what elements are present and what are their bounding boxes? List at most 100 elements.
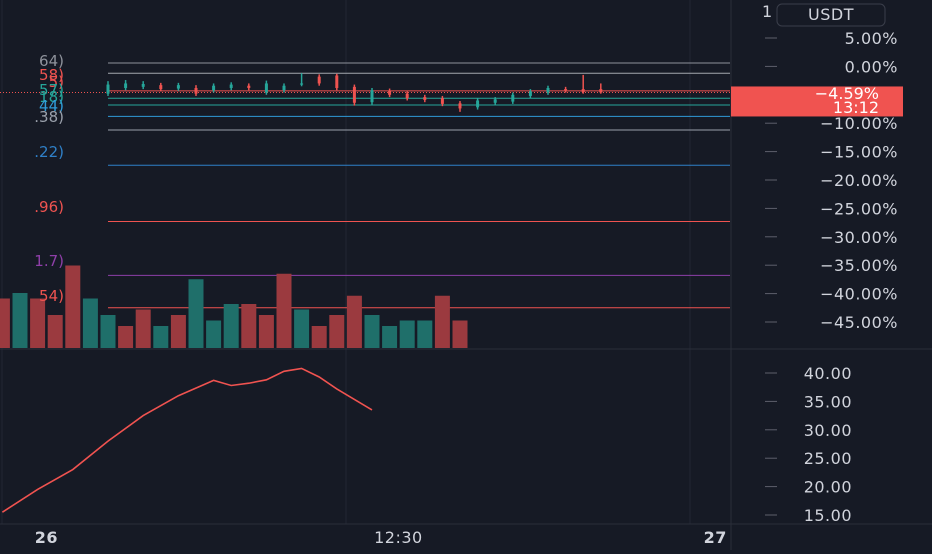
indicator-label: 5) [49, 73, 64, 91]
candle [405, 91, 409, 101]
candle [194, 85, 198, 96]
price-tick-label: −10.00% [820, 114, 898, 133]
candle [141, 81, 145, 90]
candle-body [317, 76, 321, 84]
candle-body [212, 85, 216, 91]
candle-body [458, 103, 462, 109]
candle-body [335, 75, 339, 88]
level-lines [0, 62, 730, 309]
price-axis[interactable]: 5.00% 0.00% −10.00% −15.00% −20.00% −25.00% −3… [765, 29, 898, 525]
indicator-label: .22) [34, 143, 64, 161]
price-tick-label: −15.00% [820, 143, 898, 162]
candle [300, 73, 304, 87]
volume-bar [206, 320, 222, 348]
price-badge: −4.59% 13:12 [731, 84, 903, 117]
candle-body [493, 99, 497, 103]
candle-body [300, 83, 304, 85]
price-tick-label: −20.00% [820, 171, 898, 190]
price-tick-label: −40.00% [820, 285, 898, 304]
candle-body [124, 83, 128, 88]
candle-body [247, 85, 251, 88]
time-axis[interactable]: 26 12:30 27 [35, 528, 727, 547]
candle [247, 83, 251, 91]
candle [423, 94, 427, 103]
candle-body [352, 86, 356, 103]
indicator-tick-label: 20.00 [804, 478, 852, 497]
indicator-label: .38) [34, 108, 64, 126]
candle-body [423, 97, 427, 100]
indicator-label: 18) [39, 88, 64, 106]
currency-button[interactable]: USDT [776, 3, 886, 27]
volume-bar [118, 326, 134, 348]
volume-bar [276, 273, 292, 348]
price-tick-label: −35.00% [820, 256, 898, 275]
candle [370, 87, 374, 105]
candle-body [388, 90, 392, 95]
indicator-tick-label: 35.00 [804, 392, 852, 411]
volume-bar [100, 315, 116, 348]
candle-body [546, 87, 550, 93]
volume-bar [452, 320, 468, 348]
indicator-label: 57) [39, 81, 64, 99]
indicator-label: 54) [39, 287, 64, 305]
candle [229, 82, 233, 91]
volume-bar [223, 304, 239, 348]
candle-body [599, 89, 603, 93]
candle-body [511, 94, 515, 102]
volume-bar [135, 309, 151, 348]
volume-bar [294, 309, 310, 348]
candle [317, 74, 321, 86]
axis-cut-label: 1 [762, 2, 773, 21]
indicator-tick-label: 25.00 [804, 449, 852, 468]
volume-bar [382, 326, 398, 348]
candle [335, 73, 339, 91]
candle [528, 89, 532, 99]
volume-bars [0, 265, 468, 348]
indicator-label: 44) [39, 97, 64, 115]
candle [476, 98, 480, 110]
candle-body [264, 83, 268, 93]
volume-bar [65, 265, 81, 348]
volume-bar [311, 326, 327, 348]
candle-body [229, 84, 233, 88]
indicator-polyline [1, 367, 373, 513]
volume-bar [82, 298, 98, 348]
price-tick-label: 5.00% [845, 29, 898, 48]
price-badge-timer: 13:12 [833, 98, 879, 117]
candle [159, 82, 163, 92]
candle [546, 85, 550, 95]
price-tick-label: −25.00% [820, 199, 898, 218]
currency-button-label: USDT [808, 5, 854, 24]
candle [564, 86, 568, 93]
volume-bar [346, 295, 362, 348]
candle [599, 83, 603, 94]
candle-body [528, 91, 532, 96]
candle [282, 83, 286, 93]
volume-bar [399, 320, 415, 348]
volume-bar [329, 315, 345, 348]
volume-bar [258, 315, 274, 348]
indicator-label: 1.7) [34, 252, 64, 270]
candle [176, 82, 180, 91]
indicator-label: 64) [39, 52, 64, 70]
candle [458, 101, 462, 112]
price-badge-value: −4.59% [815, 84, 879, 103]
volume-bar [12, 293, 28, 348]
candle-body [176, 85, 180, 89]
time-tick-label: 12:30 [374, 528, 423, 547]
price-tick-label: −30.00% [820, 228, 898, 247]
candles [106, 73, 603, 112]
candle-body [440, 98, 444, 104]
volume-bar [0, 298, 10, 348]
volume-bar [434, 295, 450, 348]
candle [352, 84, 356, 106]
volume-bar [188, 279, 204, 348]
candle [106, 81, 110, 96]
grid [1, 0, 691, 524]
candle-body [106, 84, 110, 94]
volume-bar [47, 315, 63, 348]
volume-bar [30, 298, 46, 348]
candle [440, 95, 444, 107]
